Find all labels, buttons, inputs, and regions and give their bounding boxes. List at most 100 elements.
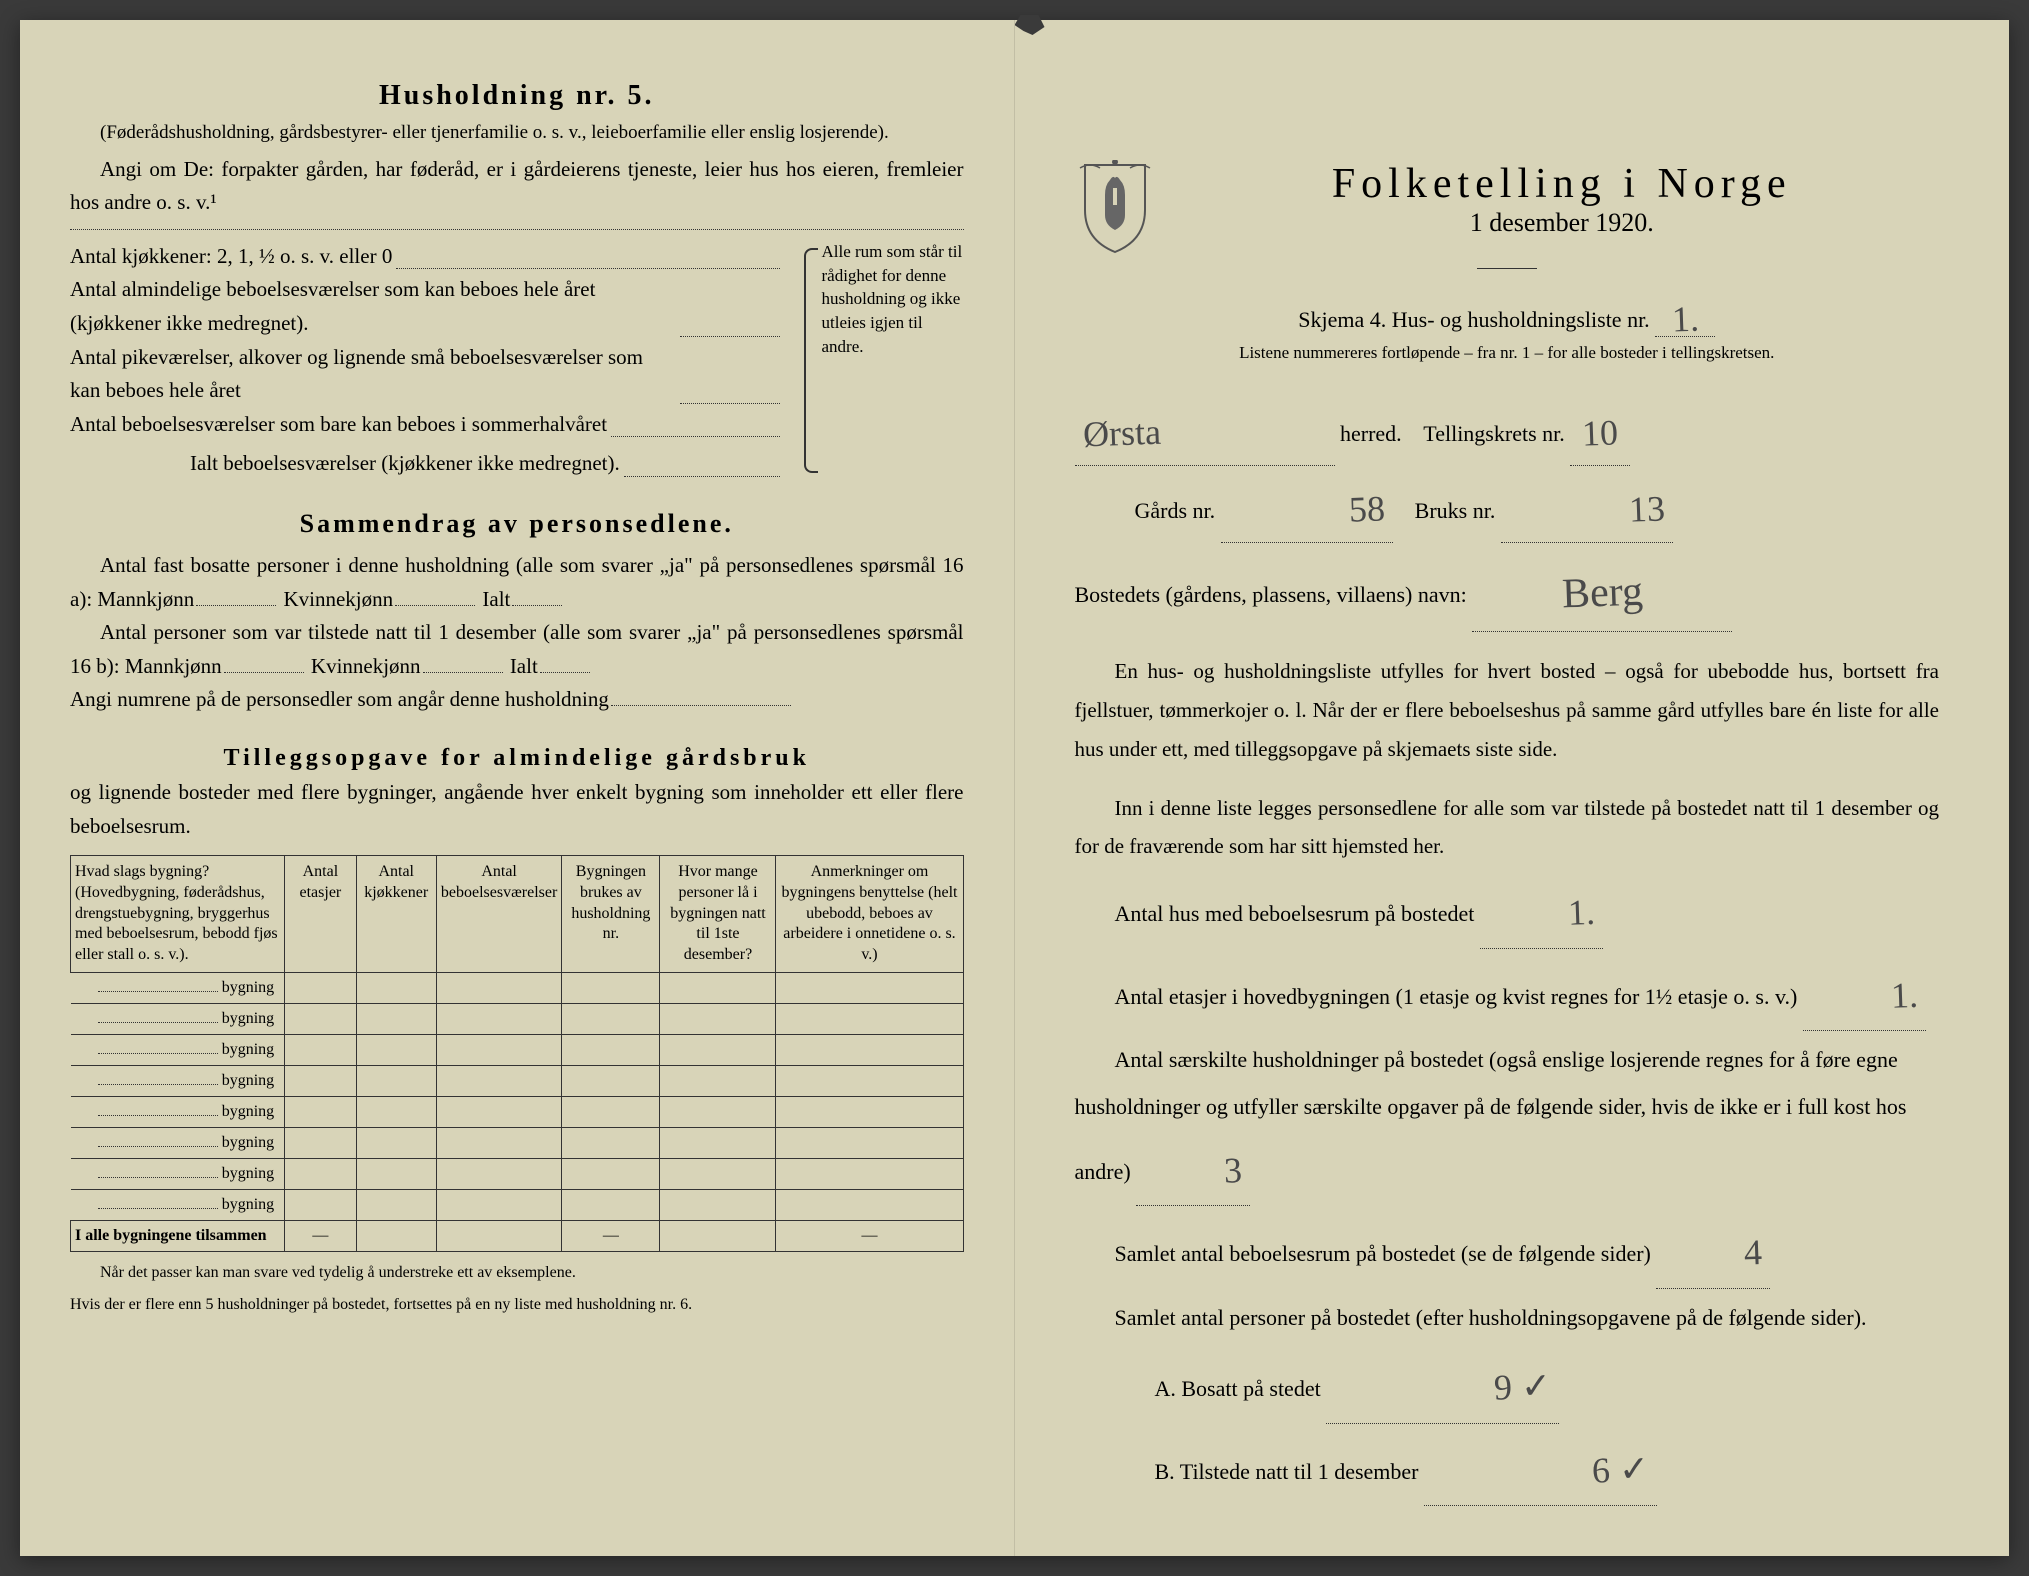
building-label-cell[interactable]: bygning xyxy=(71,1066,285,1097)
building-cell[interactable] xyxy=(285,1066,356,1097)
building-cell[interactable] xyxy=(285,1190,356,1221)
schema-label: Skjema 4. Hus- og husholdningsliste nr. xyxy=(1298,307,1649,332)
bosatt-field[interactable]: 9 ✓ xyxy=(1326,1347,1559,1424)
building-cell[interactable] xyxy=(562,973,660,1004)
female-field-1[interactable] xyxy=(395,605,475,606)
building-cell[interactable] xyxy=(436,1035,561,1066)
building-cell[interactable] xyxy=(436,1097,561,1128)
building-label-cell[interactable]: bygning xyxy=(71,1097,285,1128)
building-cell[interactable] xyxy=(562,1128,660,1159)
list-number-field[interactable]: 1. xyxy=(1655,294,1715,337)
building-label-cell[interactable]: bygning xyxy=(71,1035,285,1066)
total-field-2[interactable] xyxy=(540,672,590,673)
building-cell[interactable] xyxy=(356,1128,436,1159)
sum-label: I alle bygningene tilsammen xyxy=(71,1221,285,1252)
blank-line xyxy=(70,220,964,230)
building-cell[interactable] xyxy=(285,1004,356,1035)
building-cell[interactable] xyxy=(660,1159,776,1190)
building-cell[interactable] xyxy=(562,1190,660,1221)
building-cell[interactable] xyxy=(356,1190,436,1221)
antal-hus-line: Antal hus med beboelsesrum på bostedet 1… xyxy=(1075,872,1940,949)
sum-cell-1[interactable] xyxy=(356,1221,436,1252)
building-cell[interactable] xyxy=(660,1097,776,1128)
building-cell[interactable] xyxy=(660,1128,776,1159)
building-cell[interactable] xyxy=(356,1004,436,1035)
building-cell[interactable] xyxy=(285,1035,356,1066)
antal-hus-field[interactable]: 1. xyxy=(1480,872,1603,949)
herred-field[interactable]: Ørsta xyxy=(1075,393,1335,466)
building-cell[interactable] xyxy=(436,1066,561,1097)
female-field-2[interactable] xyxy=(423,672,503,673)
building-row: bygning xyxy=(71,1066,964,1097)
summer-rooms-field[interactable] xyxy=(611,408,779,438)
building-label-cell[interactable]: bygning xyxy=(71,1004,285,1035)
building-row: bygning xyxy=(71,1128,964,1159)
building-cell[interactable] xyxy=(285,973,356,1004)
building-cell[interactable] xyxy=(356,1097,436,1128)
gards-field[interactable]: 58 xyxy=(1221,470,1393,543)
living-rooms-field[interactable] xyxy=(680,273,779,336)
building-cell[interactable] xyxy=(562,1159,660,1190)
tellingskrets-field[interactable]: 10 xyxy=(1570,393,1630,466)
building-cell[interactable] xyxy=(436,1159,561,1190)
tilstede-field[interactable]: 6 ✓ xyxy=(1424,1430,1657,1507)
bruks-field[interactable]: 13 xyxy=(1501,470,1673,543)
building-cell[interactable] xyxy=(436,1190,561,1221)
building-cell[interactable] xyxy=(436,1128,561,1159)
building-cell[interactable] xyxy=(285,1159,356,1190)
building-cell[interactable] xyxy=(562,1035,660,1066)
male-field-1[interactable] xyxy=(196,605,276,606)
building-cell[interactable] xyxy=(285,1097,356,1128)
building-cell[interactable] xyxy=(356,1035,436,1066)
list-number-value: 1. xyxy=(1671,298,1699,341)
building-cell[interactable] xyxy=(660,1190,776,1221)
building-label-cell[interactable]: bygning xyxy=(71,1159,285,1190)
total-rooms-field[interactable] xyxy=(624,447,780,477)
sum-cell-2[interactable] xyxy=(436,1221,561,1252)
male-field-2[interactable] xyxy=(224,672,304,673)
building-cell[interactable] xyxy=(356,1159,436,1190)
samlet-beboelse-field[interactable]: 4 xyxy=(1656,1212,1770,1289)
census-date: 1 desember 1920. xyxy=(1185,208,1940,238)
building-cell[interactable] xyxy=(436,973,561,1004)
building-cell[interactable] xyxy=(562,1066,660,1097)
building-cell[interactable] xyxy=(660,1035,776,1066)
saerskilte-field[interactable]: 3 xyxy=(1136,1130,1250,1207)
building-cell[interactable] xyxy=(356,1066,436,1097)
col-building-type: Hvad slags bygning? (Hovedbygning, føder… xyxy=(71,856,285,973)
building-label-cell[interactable]: bygning xyxy=(71,1190,285,1221)
summary-p2: Antal personer som var tilstede natt til… xyxy=(70,616,964,683)
small-rooms-field[interactable] xyxy=(680,341,779,404)
building-cell[interactable] xyxy=(562,1097,660,1128)
building-cell[interactable] xyxy=(776,1190,963,1221)
building-cell[interactable] xyxy=(776,973,963,1004)
building-cell[interactable] xyxy=(660,1004,776,1035)
bosted-field[interactable]: Berg xyxy=(1472,547,1732,632)
building-cell[interactable] xyxy=(660,1066,776,1097)
building-cell[interactable] xyxy=(776,1035,963,1066)
tellingskrets-value: 10 xyxy=(1581,396,1619,469)
building-cell[interactable] xyxy=(776,1128,963,1159)
small-rooms-label: Antal pikeværelser, alkover og lignende … xyxy=(70,341,676,408)
total-label-2: Ialt xyxy=(510,654,538,678)
samlet-beboelse-value: 4 xyxy=(1703,1215,1764,1293)
building-cell[interactable] xyxy=(356,973,436,1004)
total-field-1[interactable] xyxy=(512,605,562,606)
building-cell[interactable] xyxy=(660,973,776,1004)
building-cell[interactable] xyxy=(776,1097,963,1128)
building-cell[interactable] xyxy=(776,1159,963,1190)
numbers-field[interactable] xyxy=(611,705,791,706)
sum-cell-3[interactable] xyxy=(660,1221,776,1252)
etasjer-field[interactable]: 1. xyxy=(1803,955,1926,1032)
building-cell[interactable] xyxy=(776,1004,963,1035)
building-cell[interactable] xyxy=(776,1066,963,1097)
schema-row: Skjema 4. Hus- og husholdningsliste nr. … xyxy=(1075,294,1940,337)
building-cell[interactable] xyxy=(436,1004,561,1035)
summer-rooms-label: Antal beboelsesværelser som bare kan beb… xyxy=(70,408,607,442)
kitchens-field[interactable] xyxy=(396,240,779,270)
building-label-cell[interactable]: bygning xyxy=(71,1128,285,1159)
building-cell[interactable] xyxy=(285,1128,356,1159)
building-label-cell[interactable]: bygning xyxy=(71,973,285,1004)
col-household: Bygningen brukes av husholdning nr. xyxy=(562,856,660,973)
building-cell[interactable] xyxy=(562,1004,660,1035)
